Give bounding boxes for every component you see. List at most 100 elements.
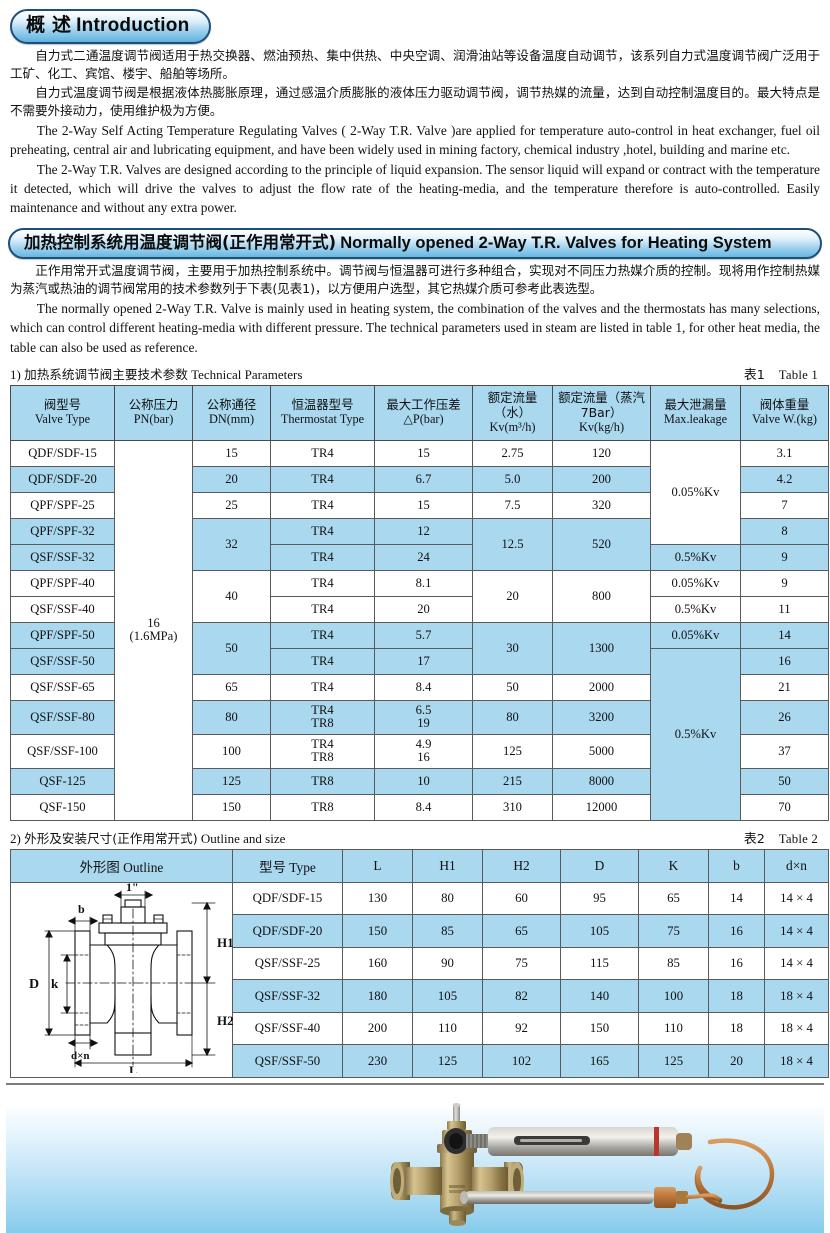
cell-type: QDF/SDF-15 [232, 881, 343, 916]
table1-caption: 1) 加热系统调节阀主要技术参数 Technical Parameters 表1… [10, 364, 818, 383]
th-outline-cn: 外形图 [79, 860, 120, 876]
cell-dn: 125 [192, 767, 271, 795]
cell-kv-steam: 520 [552, 517, 651, 571]
cell-K: 100 [638, 979, 709, 1013]
section-badge-heating-system: 加热控制系统用温度调节阀(正作用常开式) Normally opened 2-W… [8, 227, 822, 260]
cell-thermostat: TR4 [270, 543, 375, 571]
cell-type: QSF/SSF-50 [232, 1044, 343, 1078]
cell-pn-line2: (1.6MPa) [129, 629, 178, 644]
th-type: 型号 Type [232, 848, 343, 883]
cell-kv-water: 125 [472, 733, 553, 769]
cell-kv-steam: 800 [552, 569, 651, 623]
cell-weight: 3.1 [740, 439, 829, 467]
table-row: QDF/SDF-20 20 TR4 6.7 5.0 200 4.2 [10, 465, 829, 493]
section-badge-introduction-en: Introduction [76, 15, 190, 36]
intro-paragraph-en-2: The 2-Way T.R. Valves are designed accor… [10, 162, 820, 216]
cell-H1: 105 [412, 979, 483, 1013]
cell-dxn: 14 × 4 [764, 946, 829, 981]
cell-thermostat: TR4 [270, 621, 375, 649]
cell-type: QDF/SDF-20 [232, 914, 343, 948]
heating-paragraph-en-1: The normally opened 2-Way T.R. Valve is … [10, 301, 820, 355]
cell-L: 180 [342, 979, 413, 1013]
cell-weight: 21 [740, 673, 829, 701]
table2-caption-cn: 外形及安装尺寸(正作用常开式) [24, 830, 198, 846]
cell-kv-steam: 3200 [552, 699, 651, 735]
cell-valve-type: QSF/SSF-80 [10, 699, 115, 735]
cell-kv-water: 5.0 [472, 465, 553, 493]
cell-b: 18 [708, 979, 765, 1013]
cell-H1: 125 [412, 1044, 483, 1078]
th-dn-cn: 公称通径 [206, 397, 257, 413]
cell-type: QSF/SSF-32 [232, 979, 343, 1013]
cell-kv-water: 20 [472, 569, 553, 623]
th-L: L [342, 848, 413, 883]
table-row: QPF/SPF-50 50 TR4 5.7 30 1300 0.05%Kv 14 [10, 621, 829, 675]
cell-dp: 24 [374, 543, 473, 571]
table1-caption-en: Technical Parameters [191, 366, 303, 382]
intro-paragraph-cn-1: 自力式二通温度调节阀适用于热交换器、燃油预热、集中供热、中央空调、润滑油站等设备… [10, 47, 820, 81]
cell-b: 16 [708, 914, 765, 948]
th-dn: 公称通径 DN(mm) [192, 384, 271, 441]
cell-dp: 6.5 19 [374, 699, 473, 735]
th-thermostat: 恒温器型号 Thermostat Type [270, 384, 375, 441]
cell-valve-type: QSF-150 [10, 793, 115, 821]
th-kv-water-en: Kv(m³/h) [489, 419, 536, 434]
cell-thermostat: TR4 TR8 [270, 699, 375, 735]
table-row: QSF/SSF-65 65 TR4 8.4 50 2000 21 [10, 673, 829, 701]
th-H1: H1 [412, 848, 483, 883]
section-badge-heating-en: Normally opened 2-Way T.R. Valves for He… [340, 233, 772, 252]
cell-L: 200 [342, 1011, 413, 1046]
th-K: K [638, 848, 709, 883]
cell-dp: 17 [374, 647, 473, 675]
cell-dp: 6.7 [374, 465, 473, 493]
cell-weight: 9 [740, 543, 829, 571]
cell-valve-type: QPF/SPF-32 [10, 517, 115, 545]
cell-dp: 8.1 [374, 569, 473, 597]
th-valve-type-cn: 阀型号 [43, 397, 82, 413]
cell-leakage: 0.5%Kv [650, 647, 741, 821]
th-leakage-en: Max.leakage [663, 412, 728, 427]
cell-thermostat: TR8 [270, 793, 375, 821]
cell-D: 105 [560, 914, 639, 948]
table2-caption-en: Outline and size [200, 830, 286, 846]
cell-kv-water: 310 [472, 793, 553, 821]
th-weight: 阀体重量 Valve W.(kg) [740, 384, 829, 441]
table-row: QSF-150 150 TR8 8.4 310 12000 70 [10, 793, 829, 821]
cell-weight: 50 [740, 767, 829, 795]
th-dxn: d×n [764, 848, 829, 883]
cell-thermostat: TR4 [270, 647, 375, 675]
th-valve-type: 阀型号 Valve Type [10, 384, 115, 441]
table-row: QSF/SSF-100 100 TR4 TR8 4.9 16 125 5000 … [10, 733, 829, 769]
th-type-en: Type [289, 859, 316, 875]
cell-kv-steam: 320 [552, 491, 651, 519]
cell-b: 16 [708, 946, 765, 981]
cell-valve-type: QPF/SPF-25 [10, 491, 115, 519]
th-pn-en: PN(bar) [133, 412, 174, 427]
table1-header-row: 阀型号 Valve Type 公称压力 PN(bar) 公称通径 DN(mm) … [10, 384, 829, 441]
th-weight-en: Valve W.(kg) [752, 412, 817, 427]
table-row: QPF/SPF-25 25 TR4 15 7.5 320 7 [10, 491, 829, 519]
cell-valve-type: QSF-125 [10, 767, 115, 795]
cell-kv-steam: 8000 [552, 767, 651, 795]
heating-paragraph-cn-1: 正作用常开式温度调节阀，主要用于加热控制系统中。调节阀与恒温器可进行多种组合，实… [10, 263, 820, 297]
cell-D: 150 [560, 1011, 639, 1046]
table1-caption-index: 1) [10, 366, 21, 382]
cell-kv-steam: 1300 [552, 621, 651, 675]
cell-D: 165 [560, 1044, 639, 1078]
cell-H1: 90 [412, 946, 483, 981]
table2-label-cn: 表2 [743, 831, 766, 847]
table2-caption-index: 2) [10, 830, 21, 846]
cell-thermostat: TR4 [270, 673, 375, 701]
th-kv-steam: 额定流量（蒸汽7Bar） Kv(kg/h) [552, 384, 651, 441]
cell-dp: 4.9 16 [374, 733, 473, 769]
cell-valve-type: QDF/SDF-20 [10, 465, 115, 493]
cell-dxn: 14 × 4 [764, 881, 829, 916]
cell-H2: 60 [482, 881, 561, 916]
cell-valve-type: QSF/SSF-32 [10, 543, 115, 571]
table2-caption: 2) 外形及安装尺寸(正作用常开式) Outline and size 表2 T… [10, 828, 818, 847]
cell-dxn: 18 × 4 [764, 979, 829, 1013]
cell-kv-steam: 120 [552, 439, 651, 467]
cell-dn: 15 [192, 439, 271, 467]
cell-D: 115 [560, 946, 639, 981]
table-row: QPF/SPF-40 40 TR4 8.1 20 800 0.05%Kv 9 [10, 569, 829, 623]
